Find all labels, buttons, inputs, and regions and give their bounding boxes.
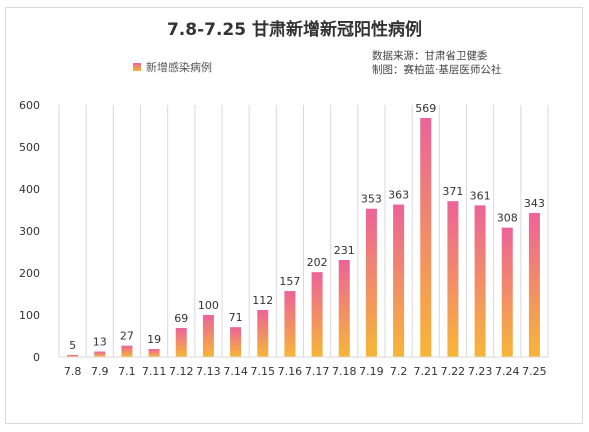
bar <box>447 201 459 357</box>
y-tick-label: 0 <box>33 351 40 364</box>
data-label: 363 <box>388 189 409 202</box>
bar <box>284 291 296 357</box>
bar <box>148 349 160 357</box>
data-label: 231 <box>334 244 355 257</box>
bar <box>311 272 323 357</box>
x-tick-label: 7.23 <box>468 365 493 378</box>
x-tick-label: 7.25 <box>522 365 547 378</box>
source-note: 数据来源：甘肃省卫健委 制图：赛柏蓝·基层医师公社 <box>372 49 501 77</box>
x-tick-label: 7.18 <box>332 365 357 378</box>
data-label: 569 <box>415 102 436 115</box>
x-tick-label: 7.22 <box>441 365 466 378</box>
x-tick-label: 7.1 <box>118 365 136 378</box>
data-label: 371 <box>442 185 463 198</box>
data-label: 13 <box>93 336 107 349</box>
data-label: 19 <box>147 333 161 346</box>
data-label: 157 <box>279 275 300 288</box>
chart-legend: 新增感染病例 <box>133 59 212 75</box>
y-tick-label: 500 <box>19 141 40 154</box>
x-tick-label: 7.11 <box>142 365 167 378</box>
data-label: 202 <box>307 256 328 269</box>
data-label: 112 <box>252 294 273 307</box>
x-tick-label: 7.16 <box>278 365 303 378</box>
x-tick-label: 7.14 <box>223 365 248 378</box>
data-label: 361 <box>470 189 491 202</box>
bar <box>501 227 513 357</box>
bar <box>338 259 350 357</box>
bar <box>257 309 269 357</box>
x-tick-label: 7.8 <box>64 365 82 378</box>
bar <box>175 328 187 357</box>
y-tick-label: 400 <box>19 183 40 196</box>
x-tick-label: 7.21 <box>414 365 439 378</box>
bar <box>121 345 133 357</box>
x-tick-label: 7.9 <box>91 365 109 378</box>
data-label: 5 <box>69 339 76 352</box>
x-tick-label: 7.15 <box>251 365 276 378</box>
chart-title: 7.8-7.25 甘肃新增新冠阳性病例 <box>166 20 423 40</box>
data-label: 27 <box>120 330 134 343</box>
y-tick-label: 200 <box>19 267 40 280</box>
legend-label: 新增感染病例 <box>146 61 212 74</box>
bar <box>67 354 79 357</box>
data-label: 69 <box>174 312 188 325</box>
data-label: 353 <box>361 193 382 206</box>
data-label: 308 <box>497 212 518 225</box>
x-tick-label: 7.12 <box>169 365 194 378</box>
y-tick-label: 300 <box>19 225 40 238</box>
data-label: 71 <box>229 311 243 324</box>
legend-swatch <box>133 63 141 71</box>
x-tick-label: 7.24 <box>495 365 520 378</box>
bar <box>230 327 242 357</box>
bar <box>420 118 432 358</box>
y-tick-label: 600 <box>19 99 40 112</box>
bar <box>94 351 106 357</box>
x-tick-label: 7.2 <box>390 365 408 378</box>
bar <box>474 205 486 357</box>
bar <box>202 315 214 357</box>
data-source-line: 数据来源：甘肃省卫健委 <box>372 50 488 62</box>
x-tick-label: 7.13 <box>196 365 221 378</box>
credit-line: 制图：赛柏蓝·基层医师公社 <box>372 64 502 76</box>
bar <box>393 204 405 357</box>
y-tick-label: 100 <box>19 309 40 322</box>
data-label: 100 <box>198 299 219 312</box>
x-tick-label: 7.19 <box>359 365 384 378</box>
x-tick-label: 7.17 <box>305 365 330 378</box>
bar <box>365 208 377 357</box>
bar <box>528 212 540 357</box>
data-label: 343 <box>524 197 545 210</box>
